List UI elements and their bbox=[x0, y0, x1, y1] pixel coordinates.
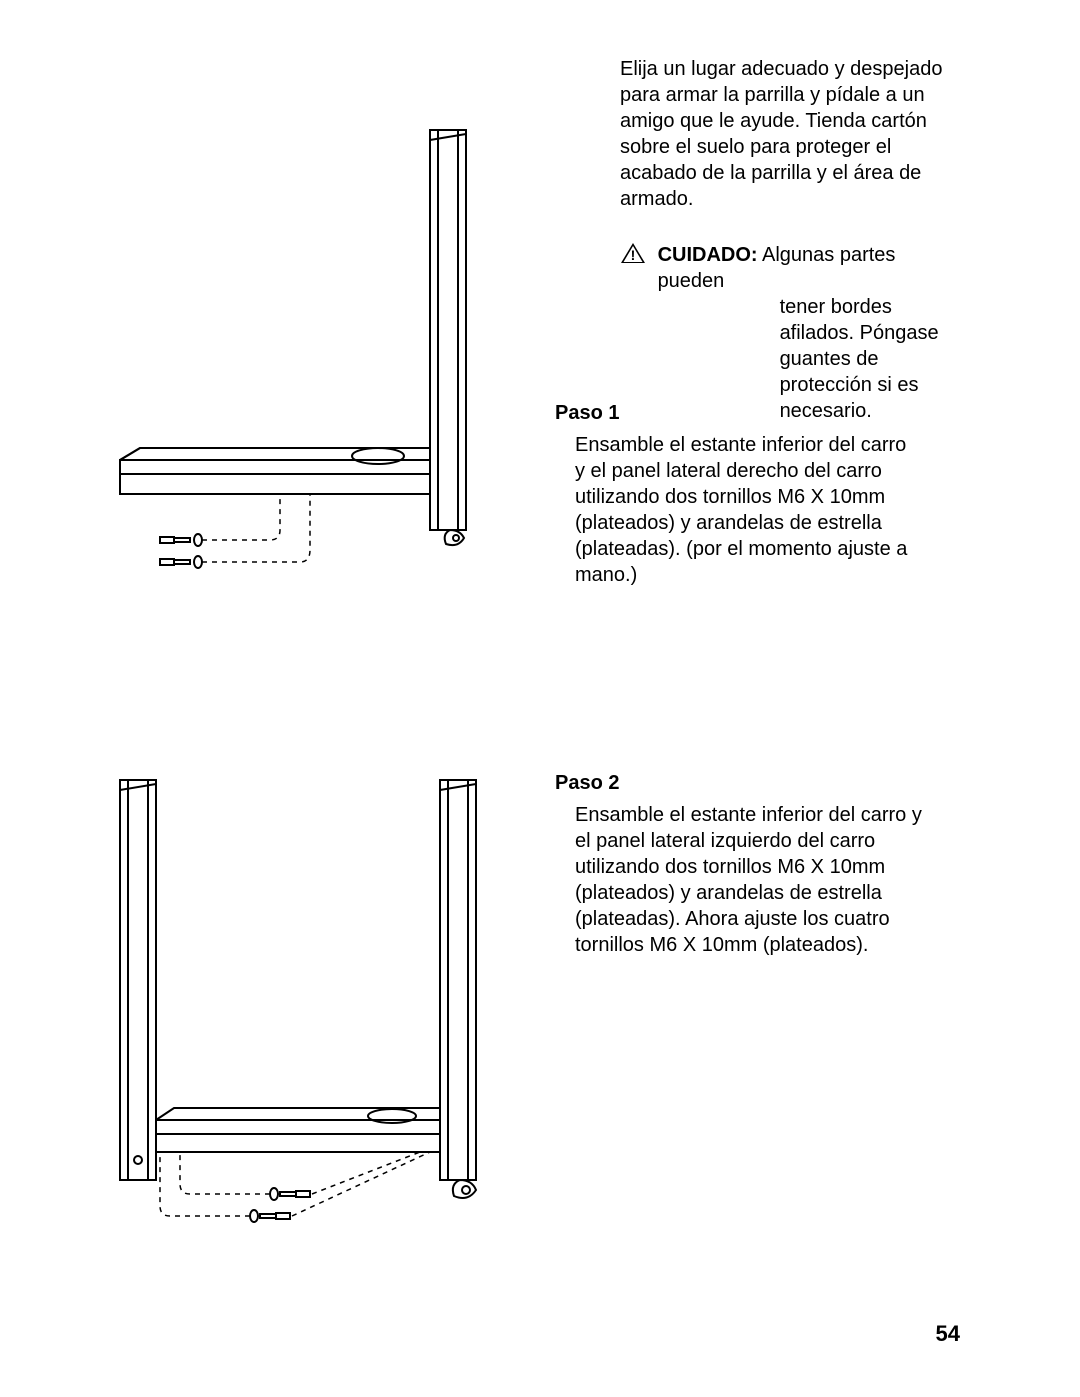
caution-label: CUIDADO: bbox=[658, 244, 758, 266]
step-1-title: Paso 1 bbox=[555, 400, 955, 426]
caution-block: ! CUIDADO: Algunas partes pueden tener b… bbox=[620, 242, 980, 424]
page: Elija un lugar adecuado y despejado para… bbox=[0, 0, 1080, 1397]
diagram-1-svg bbox=[120, 130, 490, 600]
step-2-body: Ensamble el estante inferior del carro y… bbox=[575, 802, 925, 958]
warning-icon: ! bbox=[620, 242, 646, 264]
step-1-body: Ensamble el estante inferior del carro y… bbox=[575, 432, 915, 588]
assembly-diagram-step-1 bbox=[120, 130, 490, 600]
diagram-2-svg bbox=[120, 780, 490, 1250]
page-number: 54 bbox=[936, 1321, 960, 1347]
intro-paragraph: Elija un lugar adecuado y despejado para… bbox=[620, 56, 970, 212]
step-2-title: Paso 2 bbox=[555, 770, 955, 796]
svg-text:!: ! bbox=[631, 247, 636, 263]
assembly-diagram-step-2 bbox=[120, 780, 490, 1250]
